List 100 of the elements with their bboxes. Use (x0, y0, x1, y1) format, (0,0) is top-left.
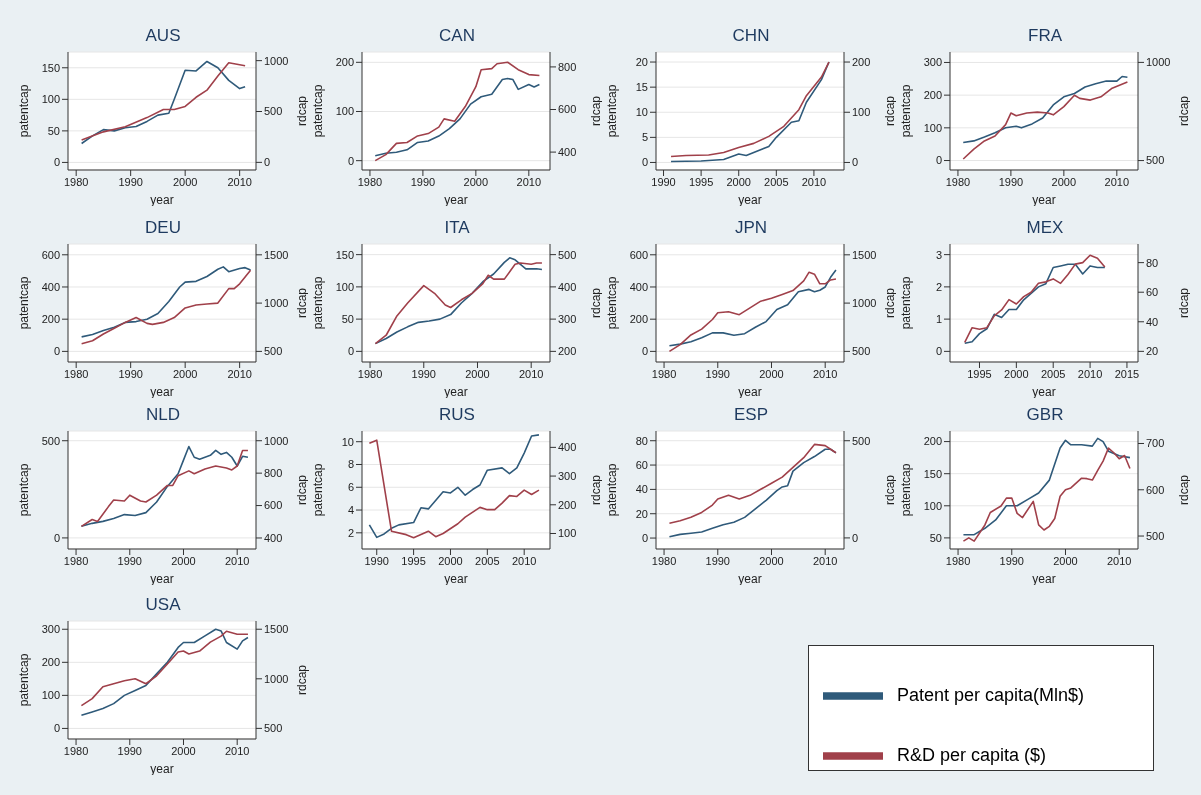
y-tick-label: 40 (635, 483, 648, 496)
y2-tick-label: 0 (264, 156, 271, 169)
x-tick-label: 1980 (651, 367, 677, 380)
y2-tick-label: 400 (558, 146, 577, 159)
y-axis-title: patentcap (605, 276, 620, 330)
x-tick-label: 2000 (172, 367, 198, 380)
x-tick-label: 1990 (998, 175, 1024, 188)
y2-tick-label: 300 (558, 313, 577, 326)
y-tick-label: 150 (335, 248, 354, 261)
x-axis-title: year (150, 385, 174, 399)
y-tick-label: 100 (335, 280, 354, 293)
x-tick-label: 2010 (812, 367, 838, 380)
y2-tick-label: 1500 (852, 248, 877, 261)
y-tick-label: 500 (41, 434, 60, 447)
y-tick-label: 100 (41, 93, 60, 106)
y2-axis-title: rdcap (589, 287, 604, 319)
y2-tick-label: 0 (852, 531, 859, 544)
chart-title: DEU (144, 218, 182, 238)
x-tick-label: 2010 (1104, 175, 1130, 188)
x-tick-label: 2000 (726, 175, 751, 188)
x-axis-title: year (1032, 385, 1056, 399)
y-tick-label: 50 (341, 313, 354, 326)
x-tick-label: 2000 (1051, 175, 1077, 188)
y-tick-label: 8 (347, 458, 354, 471)
chart-title: ITA (443, 218, 471, 238)
x-tick-label: 1995 (967, 367, 992, 380)
y-tick-label: 6 (347, 481, 354, 494)
x-tick-label: 2000 (172, 175, 198, 188)
x-tick-label: 1980 (945, 554, 971, 567)
y-tick-label: 60 (635, 458, 648, 471)
x-tick-label: 2000 (1004, 367, 1029, 380)
x-axis-title: year (150, 193, 174, 207)
y2-tick-label: 500 (558, 248, 577, 261)
line-series (668, 443, 837, 525)
y2-tick-label: 800 (264, 467, 283, 480)
chart-title: USA (144, 595, 182, 615)
x-axis-title: year (444, 385, 468, 399)
chart-title: RUS (438, 405, 476, 425)
y-tick-label: 0 (347, 345, 354, 358)
x-tick-label: 2010 (1106, 554, 1132, 567)
y-axis-title: patentcap (17, 653, 32, 707)
y-tick-label: 1 (935, 313, 942, 326)
y2-tick-label: 1000 (264, 672, 289, 685)
y2-tick-label: 80 (1146, 256, 1159, 269)
y2-tick-label: 0 (852, 156, 859, 169)
y-axis-title: patentcap (311, 84, 326, 138)
y-axis-title: patentcap (605, 463, 620, 517)
legend-label: Patent per capita(Mln$) (896, 684, 1085, 705)
x-axis-title: year (150, 762, 174, 776)
line-series (962, 75, 1129, 144)
y2-tick-label: 1000 (264, 434, 289, 447)
line-series (374, 77, 541, 157)
line-series (962, 447, 1131, 542)
x-tick-label: 1980 (63, 175, 89, 188)
y2-axis-title: rdcap (1177, 474, 1192, 506)
y-tick-label: 200 (629, 313, 648, 326)
y2-axis-title: rdcap (295, 95, 310, 127)
x-tick-label: 2005 (764, 175, 789, 188)
x-tick-label: 2010 (224, 554, 250, 567)
y2-tick-label: 1500 (264, 248, 289, 261)
x-tick-label: 1990 (117, 744, 143, 757)
x-tick-label: 1980 (63, 367, 89, 380)
y-tick-label: 80 (635, 434, 648, 447)
x-axis-title: year (1032, 572, 1056, 586)
y2-tick-label: 60 (1146, 286, 1159, 299)
x-tick-label: 2010 (518, 367, 544, 380)
y2-tick-label: 700 (1146, 437, 1165, 450)
x-axis-title: year (738, 385, 762, 399)
chart-title: ESP (733, 405, 769, 425)
y2-axis-title: rdcap (295, 474, 310, 506)
y-tick-label: 50 (47, 124, 60, 137)
y-tick-label: 5 (641, 131, 648, 144)
chart-title: NLD (145, 405, 181, 425)
y2-tick-label: 500 (264, 722, 283, 735)
x-tick-label: 1995 (401, 554, 426, 567)
y2-tick-label: 500 (1146, 529, 1165, 542)
y2-tick-label: 1000 (264, 54, 289, 67)
x-tick-label: 2000 (759, 554, 784, 567)
x-tick-label: 2000 (171, 744, 196, 757)
y2-tick-label: 200 (852, 55, 871, 68)
x-tick-label: 1990 (705, 554, 731, 567)
y-axis-title: patentcap (17, 84, 32, 138)
x-tick-label: 2000 (759, 367, 784, 380)
x-tick-label: 2010 (812, 554, 838, 567)
x-tick-label: 1980 (63, 744, 89, 757)
x-tick-label: 2000 (171, 554, 196, 567)
y2-tick-label: 400 (558, 280, 577, 293)
x-axis-title: year (1032, 193, 1056, 207)
chart-title: CHN (731, 26, 771, 46)
y-tick-label: 10 (635, 106, 648, 119)
x-tick-label: 2005 (475, 554, 500, 567)
x-tick-label: 1990 (118, 367, 143, 380)
y-axis-title: patentcap (311, 463, 326, 517)
y-tick-label: 20 (635, 507, 648, 520)
y-tick-label: 50 (929, 531, 942, 544)
x-tick-label: 2010 (1077, 367, 1103, 380)
y-axis-title: patentcap (899, 84, 914, 138)
x-tick-label: 2010 (224, 744, 250, 757)
x-tick-label: 1980 (63, 554, 89, 567)
x-tick-label: 1990 (651, 175, 676, 188)
